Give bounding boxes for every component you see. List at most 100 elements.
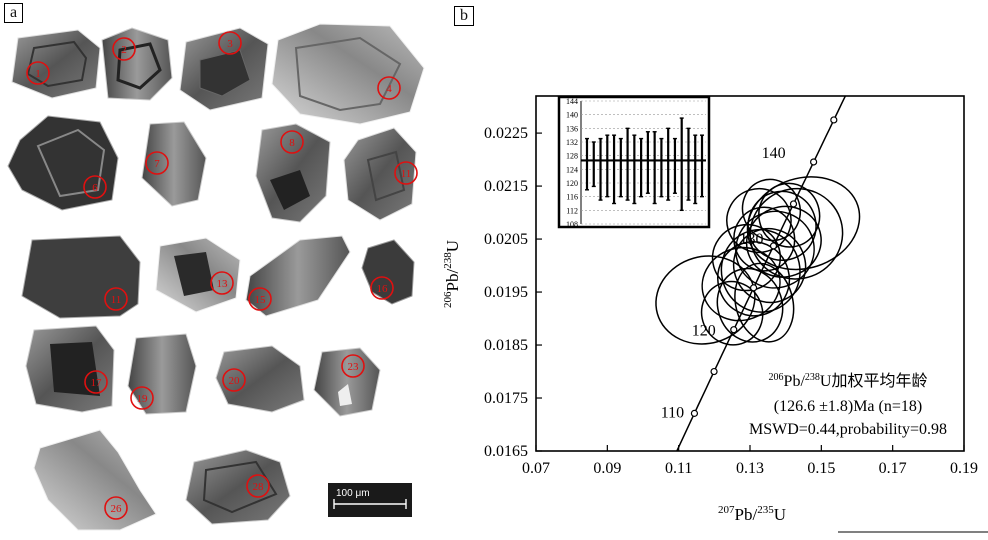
grain-number: 2 bbox=[121, 44, 127, 56]
concordia-age-marker bbox=[810, 158, 818, 166]
inset-tick-label: 144 bbox=[566, 97, 578, 106]
grain-marker bbox=[130, 386, 154, 410]
grain-marker bbox=[222, 368, 246, 392]
concordia-age-marker bbox=[830, 116, 838, 124]
concordia-chart: 0.07 0.09 0.11 0.13 0.15 0.17 0.19 0.0165 0.017… bbox=[442, 33, 988, 533]
zircon-grain bbox=[127, 333, 197, 415]
grain-number: 23 bbox=[348, 361, 360, 373]
y-tick-label: 0.0215 bbox=[484, 178, 528, 195]
grain-marker bbox=[218, 31, 242, 55]
y-tick-label: 0.0185 bbox=[484, 337, 528, 354]
zircon-grain bbox=[101, 27, 173, 101]
concordia-age-marker bbox=[789, 200, 798, 208]
y-axis: 0.0165 0.0175 0.0185 0.0195 0.0205 0.0215 0.02… bbox=[484, 125, 542, 460]
grain-number: 20 bbox=[229, 375, 241, 387]
y-tick-label: 0.0165 bbox=[484, 443, 528, 460]
concordia-age-marker bbox=[652, 494, 658, 500]
grain-number: 15 bbox=[255, 294, 267, 306]
zircon-grain bbox=[361, 239, 415, 305]
grain-marker bbox=[248, 287, 272, 311]
inset-tick-label: 124 bbox=[566, 165, 578, 174]
grain-number: 13 bbox=[217, 278, 229, 290]
x-tick-label: 0.19 bbox=[950, 460, 978, 477]
grain-number: 11 bbox=[401, 168, 412, 180]
x-axis-label: 207Pb/235U bbox=[718, 504, 786, 524]
error-ellipse bbox=[732, 227, 807, 304]
x-tick-label: 0.13 bbox=[736, 460, 764, 477]
grain-marker bbox=[104, 287, 128, 311]
annotation-line2: (126.6 ±1.8)Ma (n=18) bbox=[774, 398, 922, 415]
concordia-age-marker bbox=[672, 452, 678, 458]
error-ellipse bbox=[758, 182, 821, 248]
inset-tick-label: 132 bbox=[566, 138, 578, 147]
grain-marker bbox=[104, 496, 128, 520]
panel-a-label: a bbox=[4, 3, 24, 23]
error-ellipse bbox=[746, 176, 861, 271]
y-tick-label: 0.0225 bbox=[484, 125, 528, 142]
y-axis-label: 206Pb/238U bbox=[442, 240, 462, 308]
x-tick-label: 0.09 bbox=[593, 460, 621, 477]
inset-tick-label: 128 bbox=[566, 152, 578, 161]
grain-marker bbox=[370, 276, 394, 300]
concordia-age-marker bbox=[730, 326, 738, 334]
inset-tick-label: 116 bbox=[566, 193, 578, 202]
grain-marker bbox=[84, 370, 108, 394]
y-tick-label: 0.0195 bbox=[484, 284, 528, 301]
concordia-age-label: 130 bbox=[739, 231, 763, 248]
inset-tick-label: 120 bbox=[566, 179, 578, 188]
concordia-age-label: 140 bbox=[762, 145, 786, 162]
grain-number: 3 bbox=[227, 38, 233, 50]
x-axis: 0.07 0.09 0.11 0.13 0.15 0.17 0.19 bbox=[522, 445, 978, 477]
grain-marker bbox=[145, 151, 169, 175]
zircon-grain bbox=[179, 27, 269, 111]
grain-number: 26 bbox=[111, 503, 123, 515]
zircon-grain bbox=[255, 123, 331, 223]
zircon-grain bbox=[25, 325, 115, 413]
concordia-age-label: 120 bbox=[692, 323, 716, 340]
concordia-age-marker bbox=[872, 33, 878, 39]
grain-marker bbox=[246, 474, 270, 498]
scale-bar-label: 100 μm bbox=[336, 488, 370, 499]
zircon-grain bbox=[21, 235, 141, 319]
y-tick-label: 0.0175 bbox=[484, 390, 528, 407]
zircon-grain bbox=[271, 23, 425, 125]
grain-number: 7 bbox=[154, 158, 160, 170]
error-ellipse bbox=[700, 280, 764, 346]
zircon-grain bbox=[155, 237, 241, 313]
y-tick-label: 0.0205 bbox=[484, 231, 528, 248]
grain-number: 17 bbox=[91, 377, 103, 389]
zircon-grain bbox=[185, 449, 291, 525]
grain-number: 16 bbox=[377, 283, 389, 295]
concordia-age-marker bbox=[690, 409, 699, 417]
grain-marker bbox=[112, 37, 136, 61]
annotation-line1: 206Pb/238U加权平均年龄 bbox=[769, 372, 928, 390]
concordia-age-marker bbox=[769, 242, 778, 250]
grain-number: 1 bbox=[35, 68, 41, 80]
concordia-age-marker bbox=[710, 367, 718, 376]
grain-marker bbox=[341, 354, 365, 378]
annotation-line3: MSWD=0.44,probability=0.98 bbox=[749, 421, 947, 438]
x-tick-label: 0.15 bbox=[807, 460, 835, 477]
panel-b-concordia-diagram: b 0.07 0.09 0.11 0.13 0.15 0.17 0.19 0.0165 0.0… bbox=[440, 0, 988, 535]
concordia-age-label: 110 bbox=[661, 404, 684, 421]
error-ellipse bbox=[741, 178, 802, 242]
inset-tick-label: 108 bbox=[566, 220, 578, 229]
grain-number: 28 bbox=[253, 481, 265, 493]
grain-marker bbox=[377, 76, 401, 100]
concordia-age-marker bbox=[851, 75, 857, 81]
grain-number: 6 bbox=[92, 182, 98, 194]
zircon-grain bbox=[313, 347, 381, 417]
zircon-grain bbox=[141, 121, 207, 207]
zircon-grain bbox=[215, 345, 305, 413]
error-ellipse bbox=[720, 228, 801, 313]
zircon-grain bbox=[7, 115, 119, 211]
inset-tick-label: 112 bbox=[566, 206, 578, 215]
panel-b-label: b bbox=[454, 6, 474, 26]
x-tick-label: 0.11 bbox=[665, 460, 692, 477]
zircon-grain bbox=[11, 29, 101, 99]
weighted-mean-inset: 144 140 136 132 128 124 120 116 112 108 bbox=[557, 95, 711, 229]
panel-a-zircon-cl-images: a bbox=[0, 0, 440, 535]
grain-marker bbox=[83, 175, 107, 199]
grain-marker bbox=[26, 61, 50, 85]
grain-marker bbox=[210, 271, 234, 295]
